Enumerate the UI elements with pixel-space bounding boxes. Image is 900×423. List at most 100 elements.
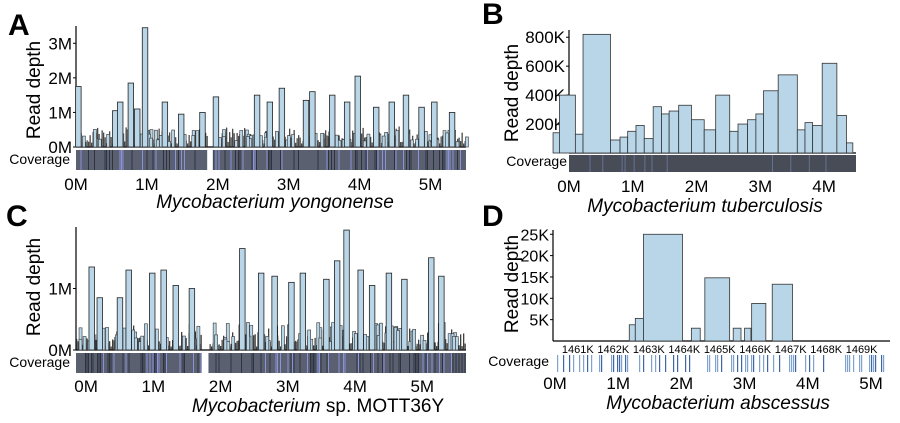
coverage-stripe xyxy=(110,353,112,373)
coverage-stripe xyxy=(356,150,358,170)
x-tick-label: 0M xyxy=(557,177,581,196)
coverage-stripe xyxy=(458,353,460,373)
coverage-stripe xyxy=(88,353,89,373)
depth-bar xyxy=(86,338,88,350)
depth-bar xyxy=(101,130,103,147)
depth-bar xyxy=(171,129,175,148)
depth-bar xyxy=(230,137,232,147)
x-tick-label: 2M xyxy=(685,177,709,196)
coverage-stripe xyxy=(260,353,262,373)
depth-bar xyxy=(407,345,409,350)
coverage-stripe xyxy=(215,150,217,170)
depth-bar xyxy=(319,142,321,147)
coverage-stripe xyxy=(365,150,367,170)
depth-bar xyxy=(222,136,226,148)
coverage-stripe xyxy=(449,150,451,170)
depth-bar xyxy=(455,141,460,148)
depth-bar xyxy=(235,342,237,350)
coverage-stripe xyxy=(358,353,359,373)
depth-bar xyxy=(161,101,169,148)
coverage-stripe xyxy=(853,355,855,372)
depth-bar xyxy=(619,136,629,154)
panel-letter: A xyxy=(8,9,30,42)
y-tick-label: 5K xyxy=(529,313,549,330)
coverage-stripe xyxy=(193,353,194,373)
depth-bar xyxy=(178,113,185,148)
coverage-stripe xyxy=(406,150,407,170)
depth-bar xyxy=(116,297,124,351)
coverage-stripe xyxy=(292,353,293,373)
depth-bar xyxy=(463,143,465,147)
x-tick-label: 1463K xyxy=(633,344,665,356)
coverage-stripe xyxy=(875,355,877,372)
read-depth-plot: 0M 1M 2M 3M xyxy=(48,26,469,157)
y-tick-label: 600K xyxy=(525,57,565,76)
coverage-stripe xyxy=(619,355,621,372)
depth-bar xyxy=(155,328,159,351)
coverage-stripe xyxy=(86,353,88,373)
depth-bar xyxy=(110,346,112,350)
coverage-stripe xyxy=(293,150,295,170)
depth-bar xyxy=(263,143,265,147)
coverage-stripe xyxy=(448,150,449,170)
depth-bar xyxy=(442,135,444,147)
depth-bar xyxy=(465,136,469,148)
x-tick-labels: 0M 1M 2M 3M 4M xyxy=(557,177,836,196)
depth-bar xyxy=(76,338,78,350)
depth-bar xyxy=(652,106,662,154)
coverage-stripe xyxy=(253,353,254,373)
coverage-stripe xyxy=(813,355,815,372)
coverage-stripe xyxy=(753,355,755,372)
coverage-stripe xyxy=(433,150,434,170)
coverage-stripe xyxy=(238,150,239,170)
coverage-label: Coverage xyxy=(506,153,567,169)
y-tick-label: 1M xyxy=(48,280,72,299)
depth-bar xyxy=(144,323,148,351)
x-tick-label: 3M xyxy=(277,175,301,194)
coverage-stripe xyxy=(442,353,443,373)
coverage-stripe xyxy=(184,353,185,373)
depth-bar xyxy=(678,104,692,154)
coverage-stripe xyxy=(737,355,739,372)
depth-bar xyxy=(233,133,235,147)
depth-bar xyxy=(295,340,297,350)
depth-bar xyxy=(401,141,403,147)
coverage-stripe xyxy=(94,150,95,170)
coverage-stripe xyxy=(166,150,167,170)
depth-bar xyxy=(402,94,410,148)
coverage-stripe xyxy=(293,353,295,373)
depth-bar xyxy=(455,336,459,351)
coverage-stripe xyxy=(253,150,254,170)
depth-bar xyxy=(137,338,139,350)
y-tick-label: 400K xyxy=(525,86,565,105)
depth-bar xyxy=(191,135,196,148)
species-name: Mycobacterium sp. MOTT36Y xyxy=(192,396,445,417)
coverage-block xyxy=(76,353,466,373)
coverage-stripe xyxy=(791,355,793,372)
depth-bar xyxy=(751,303,767,342)
coverage-stripe xyxy=(685,355,687,372)
coverage-stripe xyxy=(146,150,148,170)
depth-bar xyxy=(410,139,414,148)
coverage-stripe xyxy=(403,150,404,170)
depth-bar xyxy=(187,345,189,350)
coverage-stripe xyxy=(350,150,352,170)
depth-bar xyxy=(239,248,246,351)
coverage-stripe xyxy=(793,355,795,372)
depth-bar xyxy=(82,344,84,350)
depth-bar xyxy=(113,340,115,350)
depth-bar xyxy=(418,106,425,148)
depth-bar xyxy=(124,141,126,147)
coverage-stripe xyxy=(313,353,314,373)
coverage-stripe xyxy=(773,355,775,372)
coverage-stripe xyxy=(280,353,281,373)
depth-bar xyxy=(362,127,364,147)
coverage-stripe xyxy=(269,150,271,170)
coverage-stripe xyxy=(579,355,581,372)
depth-bar xyxy=(395,130,400,148)
y-axis-label: Read depth xyxy=(502,235,523,333)
coverage-stripe xyxy=(759,355,761,372)
depth-bar xyxy=(357,269,364,351)
